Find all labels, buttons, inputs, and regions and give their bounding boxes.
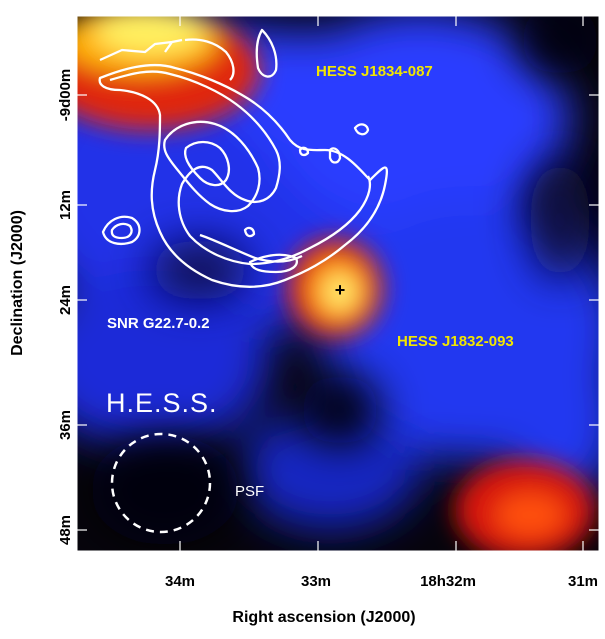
x-tick-label: 33m bbox=[301, 573, 331, 590]
psf-label: PSF bbox=[235, 483, 264, 500]
instrument-label: H.E.S.S. bbox=[106, 388, 218, 418]
x-tick-label: 34m bbox=[165, 573, 195, 590]
radio-contours bbox=[98, 28, 389, 288]
y-tick-label: -9d00m bbox=[57, 69, 74, 122]
y-tick-label: 36m bbox=[57, 410, 74, 440]
source-label-hess-j1832: HESS J1832-093 bbox=[397, 333, 514, 350]
y-tick-label: 12m bbox=[57, 190, 74, 220]
source-label-hess-j1834: HESS J1834-087 bbox=[316, 63, 433, 80]
x-tick-label: 31m bbox=[568, 573, 598, 590]
plot-frame bbox=[76, 15, 600, 552]
y-tick-label: 24m bbox=[57, 285, 74, 315]
significance-map bbox=[77, 16, 599, 551]
source-position-marker: + bbox=[335, 280, 346, 300]
y-axis-title: Declination (J2000) bbox=[9, 210, 26, 356]
source-label-snr: SNR G22.7-0.2 bbox=[107, 315, 210, 332]
axis-ticks bbox=[77, 16, 599, 551]
x-tick-label: 18h32m bbox=[420, 573, 476, 590]
x-axis-title: Right ascension (J2000) bbox=[232, 609, 415, 626]
psf-circle bbox=[110, 432, 212, 534]
y-tick-label: 48m bbox=[57, 515, 74, 545]
